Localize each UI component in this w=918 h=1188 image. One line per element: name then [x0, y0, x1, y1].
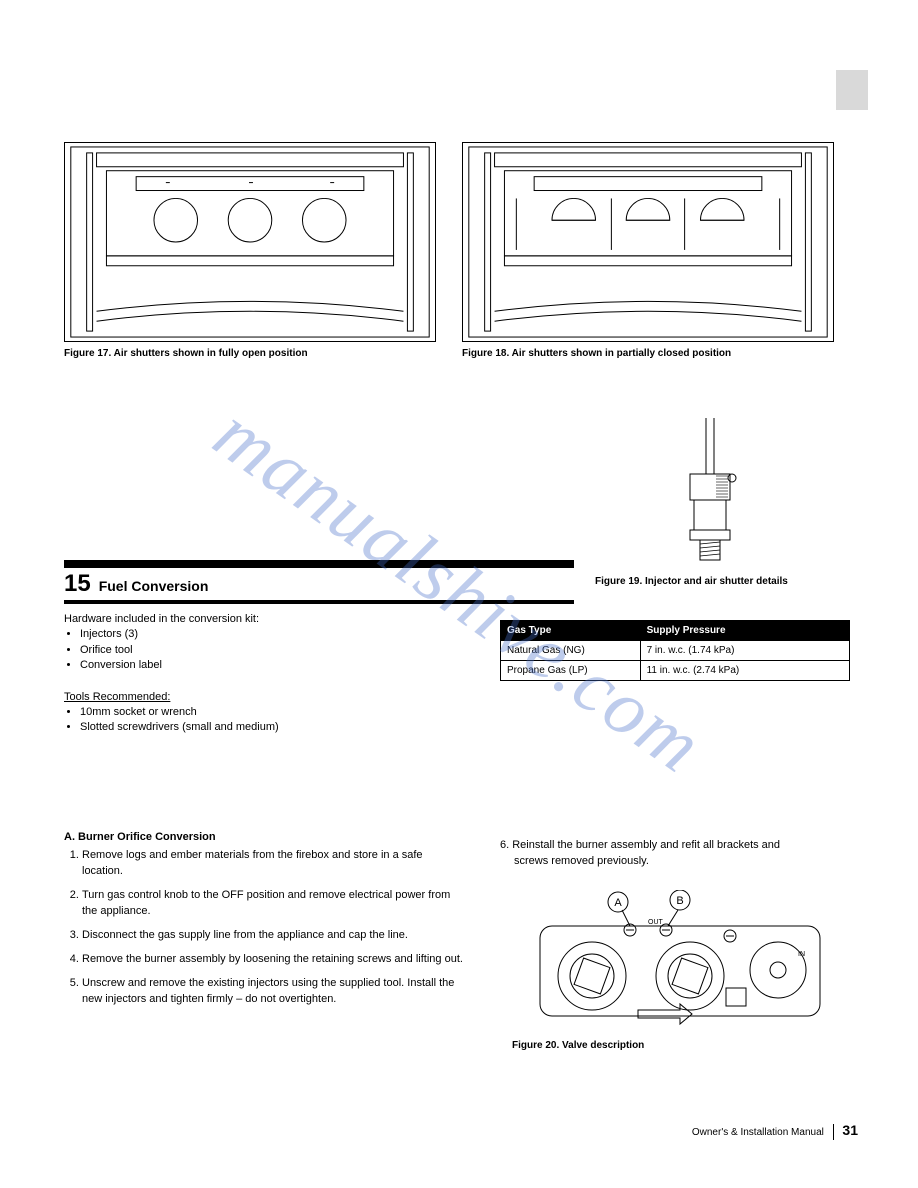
cell: Propane Gas (LP): [501, 661, 641, 681]
heading-title-area: 15 Fuel Conversion: [64, 568, 574, 598]
heading-bar-bottom: [64, 600, 574, 604]
gas-valve-icon: A B OUT IN: [530, 890, 830, 1030]
figure-18-prefix: Figure 18.: [462, 348, 509, 359]
figure-18-caption: Figure 18. Air shutters shown in partial…: [462, 348, 834, 359]
pressure-table: Gas Type Supply Pressure Natural Gas (NG…: [500, 620, 850, 681]
figure-17: Figure 17. Air shutters shown in fully o…: [64, 142, 436, 359]
section-heading: 15 Fuel Conversion: [64, 560, 574, 604]
valve-label-a: A: [614, 897, 622, 909]
heading-bar-top: [64, 560, 574, 568]
list-item: Unscrew and remove the existing injector…: [82, 976, 464, 1008]
page-footer: Owner's & Installation Manual 31: [692, 1122, 858, 1140]
figure-20-caption: Figure 20. Valve description: [512, 1040, 852, 1051]
page-tab: [836, 70, 868, 110]
list-item: Slotted screwdrivers (small and medium): [80, 720, 344, 735]
table-row: Natural Gas (NG) 7 in. w.c. (1.74 kPa): [501, 641, 850, 661]
figure-18-text: Air shutters shown in partially closed p…: [512, 348, 731, 359]
injector-icon: [660, 418, 740, 568]
tools-heading: Tools Recommended:: [64, 690, 344, 705]
section-number: 15: [64, 570, 91, 598]
list-item: Disconnect the gas supply line from the …: [82, 928, 464, 944]
figure-19: [660, 418, 760, 573]
valve-in-label: IN: [798, 951, 805, 958]
list-item: Conversion label: [80, 658, 344, 673]
footer-manual-name: Owner's & Installation Manual: [692, 1127, 824, 1138]
list-item: Remove the burner assembly by loosening …: [82, 952, 464, 968]
fireplace-closed-shutter-icon: [463, 143, 833, 341]
valve-intro: 6. Reinstall the burner assembly and ref…: [500, 838, 850, 870]
footer-divider: [833, 1124, 834, 1140]
list-item: Remove logs and ember materials from the…: [82, 848, 464, 880]
col-supply-pressure: Supply Pressure: [640, 621, 849, 641]
valve-intro-line2: screws removed previously.: [500, 854, 850, 870]
procedure-column: A. Burner Orifice Conversion Remove logs…: [64, 830, 464, 1015]
figure-19-caption: Figure 19. Injector and air shutter deta…: [595, 576, 855, 587]
figure-20: A B OUT IN: [530, 890, 830, 1035]
hardware-column: Hardware included in the conversion kit:…: [64, 612, 344, 736]
cell: 7 in. w.c. (1.74 kPa): [640, 641, 849, 661]
col-gas-type: Gas Type: [501, 621, 641, 641]
figure-20-prefix: Figure 20.: [512, 1040, 559, 1051]
valve-label-b: B: [676, 895, 683, 907]
list-item: Injectors (3): [80, 627, 344, 642]
figure-17-art: [64, 142, 436, 342]
procedure-subheading: A. Burner Orifice Conversion: [64, 830, 464, 846]
figure-18: Figure 18. Air shutters shown in partial…: [462, 142, 834, 359]
valve-intro-line1: 6. Reinstall the burner assembly and ref…: [500, 838, 850, 854]
figure-20-text: Valve description: [562, 1040, 644, 1051]
valve-out-label: OUT: [648, 919, 664, 926]
figure-17-text: Air shutters shown in fully open positio…: [114, 348, 308, 359]
cell: 11 in. w.c. (2.74 kPa): [640, 661, 849, 681]
list-item: Turn gas control knob to the OFF positio…: [82, 888, 464, 920]
pressure-table-wrap: Gas Type Supply Pressure Natural Gas (NG…: [500, 620, 850, 681]
tools-list: 10mm socket or wrench Slotted screwdrive…: [64, 705, 344, 736]
cell: Natural Gas (NG): [501, 641, 641, 661]
figure-17-prefix: Figure 17.: [64, 348, 111, 359]
table-row: Propane Gas (LP) 11 in. w.c. (2.74 kPa): [501, 661, 850, 681]
list-item: Orifice tool: [80, 643, 344, 658]
hardware-intro: Hardware included in the conversion kit:: [64, 612, 344, 627]
footer-page-number: 31: [842, 1122, 858, 1138]
procedure-list: Remove logs and ember materials from the…: [64, 848, 464, 1008]
section-title: Fuel Conversion: [99, 578, 209, 594]
fireplace-open-shutter-icon: [65, 143, 435, 341]
hardware-list: Injectors (3) Orifice tool Conversion la…: [64, 627, 344, 673]
figure-18-art: [462, 142, 834, 342]
table-header-row: Gas Type Supply Pressure: [501, 621, 850, 641]
list-item: 10mm socket or wrench: [80, 705, 344, 720]
figure-19-prefix: Figure 19.: [595, 576, 642, 587]
figure-19-text: Injector and air shutter details: [645, 576, 788, 587]
figure-17-caption: Figure 17. Air shutters shown in fully o…: [64, 348, 436, 359]
